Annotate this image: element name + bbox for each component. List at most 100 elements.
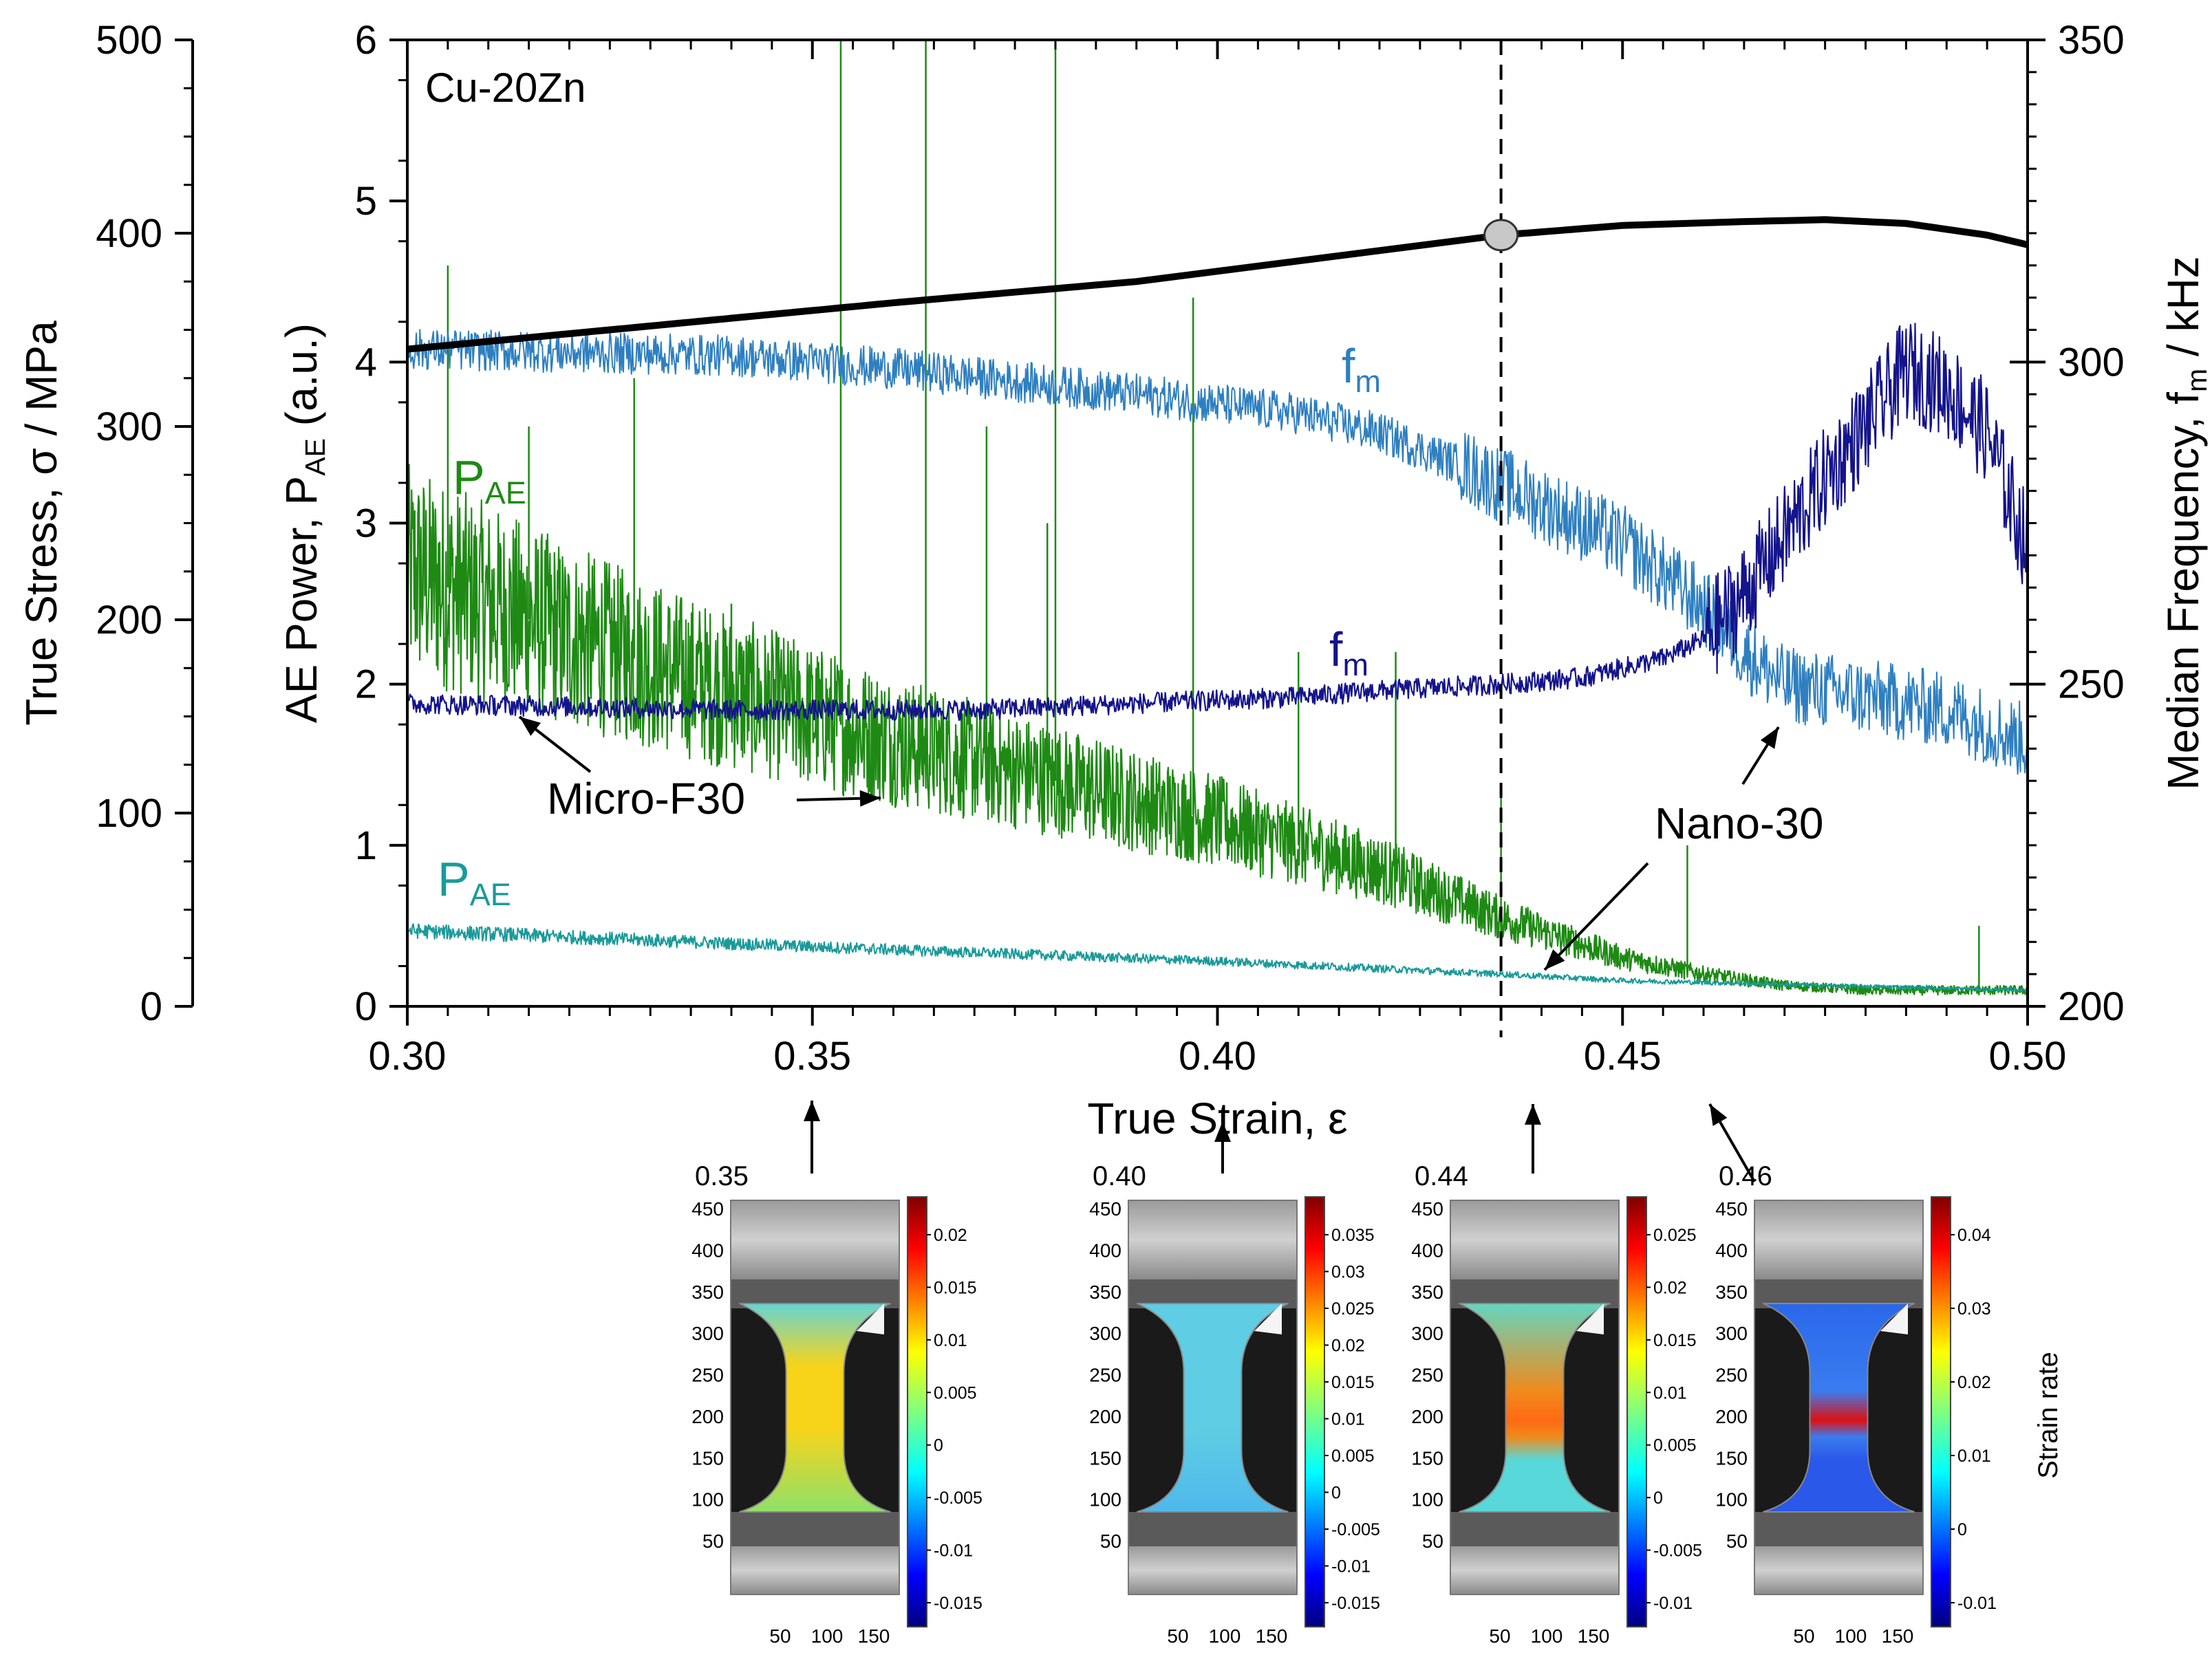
- x-tick-label: 0.50: [1989, 1034, 2067, 1079]
- dic-y-tick-label: 50: [1100, 1530, 1121, 1552]
- dic-glare: [1880, 1303, 1908, 1334]
- stress-tick-label: 300: [96, 404, 162, 449]
- dic-colorbar-tick-label: -0.005: [1653, 1541, 1702, 1561]
- dic-colorbar-tick-label: -0.01: [1957, 1594, 1997, 1613]
- dic-image-frame: [730, 1200, 900, 1595]
- dic-y-tick-label: 100: [691, 1489, 724, 1511]
- power-tick-label: 6: [355, 18, 377, 63]
- stress-tick-label: 0: [140, 984, 162, 1029]
- dic-specimen: [1459, 1303, 1611, 1513]
- dic-y-tick-label: 150: [691, 1447, 724, 1469]
- dic-colorbar-tick-label: -0.015: [934, 1594, 982, 1613]
- dic-y-tick-label: 400: [1411, 1240, 1443, 1261]
- dic-colorbar-tick-label: -0.005: [934, 1489, 982, 1508]
- arrow-micro-fm: [518, 715, 592, 773]
- arrow-panel-035-head: [804, 1101, 820, 1121]
- stress-tick-label: 400: [96, 211, 162, 256]
- plot-area: [406, 40, 2026, 996]
- arrow-panel-035: [804, 1101, 820, 1173]
- dic-colorbar-tick-label: 0.01: [1331, 1410, 1365, 1429]
- dic-colorbar: [1626, 1196, 1647, 1627]
- dic-y-tick-label: 250: [691, 1365, 724, 1386]
- series-fm-micro: [406, 323, 2026, 722]
- dic-glare: [1254, 1303, 1282, 1334]
- power-tick-label: 0: [355, 984, 377, 1029]
- dic-top-grip: [1754, 1200, 1923, 1279]
- dic-y-tick-label: 250: [1411, 1365, 1443, 1386]
- dic-colorbar-tick-label: 0.01: [1957, 1447, 1991, 1466]
- dic-y-tick-label: 150: [1715, 1447, 1748, 1469]
- dic-y-tick-label: 400: [1715, 1240, 1748, 1261]
- x-tick-label: 0.35: [773, 1034, 851, 1079]
- dic-colorbar-tick-label: 0.02: [1653, 1278, 1687, 1297]
- sample-label: Cu-20Zn: [425, 65, 586, 111]
- dic-colorbar-tick-label: 0.005: [934, 1383, 977, 1403]
- label-fm-nano: fm: [1342, 339, 1381, 399]
- dic-y-tick-label: 300: [1411, 1323, 1443, 1344]
- dic-colorbar-tick-label: 0: [1331, 1484, 1341, 1503]
- dic-shoulder-bottom: [731, 1512, 899, 1546]
- dic-panel-0.40: 0.40 450 400 350 300 250 200 150 100 50 50 100 150 0.…: [1089, 1161, 1380, 1647]
- dic-y-tick-label: 100: [1411, 1489, 1443, 1511]
- dic-bottom-grip: [731, 1546, 899, 1594]
- arrow-nano-fm: [1741, 726, 1780, 786]
- power-axis-label: AE Power, PAE (a.u.): [277, 323, 331, 723]
- dic-colorbar: [1304, 1196, 1325, 1627]
- arrow-panel-040: [1214, 1121, 1231, 1173]
- arrow-nano-pae: [1543, 862, 1649, 971]
- dic-colorbar-tick-label: 0.025: [1331, 1299, 1375, 1319]
- dic-x-tick-label: 100: [1835, 1625, 1867, 1647]
- dic-image-frame: [1128, 1200, 1298, 1595]
- dic-y-tick-label: 400: [691, 1240, 724, 1261]
- dic-y-tick-label: 450: [1411, 1198, 1443, 1220]
- dic-y-tick-label: 450: [691, 1198, 724, 1220]
- dic-glare: [1576, 1303, 1604, 1334]
- dic-colorbar-tick-label: 0.02: [1957, 1373, 1991, 1392]
- dic-y-tick-label: 200: [1411, 1406, 1443, 1427]
- stress-marker: [1483, 219, 1519, 252]
- arrow-panel-044: [1525, 1104, 1541, 1173]
- dic-bottom-grip: [1754, 1546, 1923, 1594]
- stress-tick-label: 500: [96, 18, 162, 63]
- power-tick-label: 4: [355, 340, 377, 385]
- dic-image-frame: [1754, 1200, 1924, 1595]
- dic-colorbar-tick-label: 0.02: [934, 1226, 967, 1245]
- dic-top-grip: [1450, 1200, 1619, 1279]
- dic-y-tick-label: 450: [1089, 1198, 1121, 1220]
- dic-y-tick-label: 200: [1089, 1406, 1121, 1427]
- x-tick-label: 0.30: [369, 1034, 447, 1079]
- dic-colorbar-tick-label: 0.005: [1653, 1436, 1697, 1456]
- x-tick-label: 0.40: [1179, 1034, 1256, 1079]
- arrow-nano-pae-head: [1545, 949, 1565, 970]
- dic-y-tick-label: 400: [1089, 1240, 1121, 1261]
- dic-specimen: [1763, 1303, 1915, 1513]
- dic-x-tick-label: 150: [1256, 1625, 1288, 1647]
- dic-colorbar-tick-label: 0.035: [1331, 1226, 1375, 1245]
- arrow-micro-pae-head: [859, 790, 881, 807]
- label-fm-micro: fm: [1329, 623, 1368, 682]
- power-tick-label: 3: [355, 501, 377, 546]
- dic-colorbar-tick-label: 0.02: [1331, 1337, 1365, 1356]
- arrow-nano-fm-head: [1760, 727, 1779, 749]
- dic-y-tick-label: 150: [1089, 1447, 1121, 1469]
- dic-y-tick-label: 50: [702, 1530, 724, 1552]
- dic-shoulder-bottom: [1450, 1512, 1619, 1546]
- dic-y-tick-label: 100: [1715, 1489, 1748, 1511]
- dic-colorbar-tick-label: 0: [1653, 1489, 1663, 1508]
- dic-colorbar-tick-label: 0.025: [1653, 1226, 1697, 1245]
- dic-y-tick-label: 350: [1089, 1281, 1121, 1303]
- dic-strain-label: 0.40: [1093, 1161, 1146, 1191]
- dic-colorbar-tick-label: 0.005: [1331, 1447, 1375, 1466]
- dic-y-tick-label: 350: [691, 1281, 724, 1303]
- dic-colorbar: [1931, 1196, 1951, 1627]
- dic-colorbar-tick-label: 0.01: [934, 1331, 967, 1350]
- dic-colorbar-label: Strain rate: [2033, 1352, 2063, 1479]
- dic-bottom-grip: [1450, 1546, 1619, 1594]
- dic-colorbar-tick-label: 0.01: [1653, 1383, 1687, 1403]
- power-tick-label: 5: [355, 179, 377, 224]
- dic-strain-label: 0.46: [1719, 1161, 1772, 1191]
- dic-y-tick-label: 300: [1715, 1323, 1748, 1344]
- dic-colorbar-tick-label: 0.015: [1331, 1373, 1375, 1392]
